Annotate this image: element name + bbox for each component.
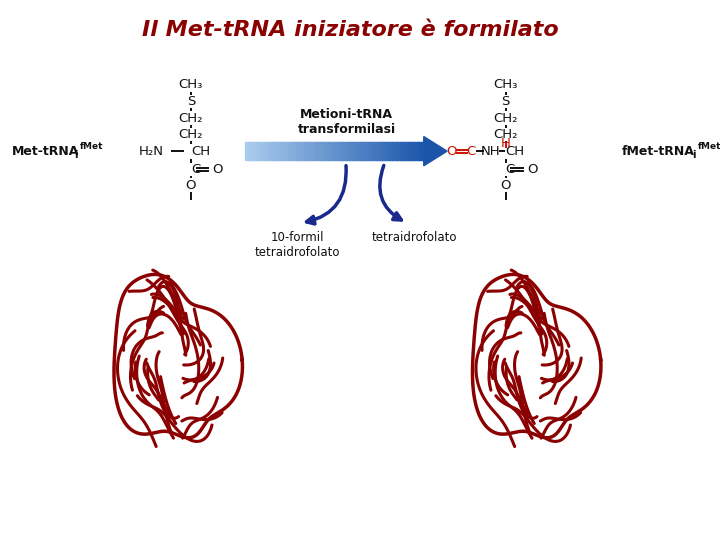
Text: O: O <box>212 163 223 176</box>
Bar <box>338 143 343 160</box>
Bar <box>400 143 404 160</box>
Bar <box>382 143 386 160</box>
Text: H₂N: H₂N <box>139 145 163 158</box>
Bar <box>282 143 286 160</box>
Bar <box>328 143 333 160</box>
Text: tetraidrofolato: tetraidrofolato <box>372 231 456 244</box>
Bar <box>349 143 354 160</box>
Bar <box>296 143 300 160</box>
Bar <box>303 143 307 160</box>
Bar <box>246 143 250 160</box>
Bar <box>271 143 275 160</box>
FancyArrow shape <box>424 137 447 166</box>
Text: NH: NH <box>481 145 501 158</box>
Text: i: i <box>74 150 78 160</box>
Bar <box>378 143 383 160</box>
Text: C: C <box>466 145 475 158</box>
Text: CH: CH <box>505 145 525 158</box>
Text: O: O <box>186 179 196 192</box>
Bar <box>249 143 253 160</box>
Bar <box>421 143 426 160</box>
Bar <box>267 143 271 160</box>
Text: C: C <box>505 163 515 176</box>
Text: CH₂: CH₂ <box>179 128 203 141</box>
Bar <box>356 143 361 160</box>
Text: Il Met-tRNA iniziatore è formilato: Il Met-tRNA iniziatore è formilato <box>143 19 559 39</box>
Bar <box>342 143 347 160</box>
Text: Metioni-tRNA
transformilasi: Metioni-tRNA transformilasi <box>298 107 396 136</box>
Bar <box>264 143 268 160</box>
Bar <box>414 143 418 160</box>
Bar <box>335 143 340 160</box>
Bar <box>353 143 358 160</box>
Text: O: O <box>446 145 456 158</box>
Bar <box>285 143 289 160</box>
Bar <box>346 143 351 160</box>
Text: H: H <box>500 137 510 150</box>
Text: C: C <box>191 163 200 176</box>
Polygon shape <box>472 274 601 438</box>
Text: O: O <box>527 163 538 176</box>
Text: CH₂: CH₂ <box>493 112 518 125</box>
Bar <box>371 143 376 160</box>
Text: 10-formil
tetraidrofolato: 10-formil tetraidrofolato <box>254 231 340 259</box>
Bar <box>396 143 400 160</box>
Bar <box>260 143 264 160</box>
Text: fMet: fMet <box>698 142 720 151</box>
Text: CH: CH <box>191 145 210 158</box>
Bar <box>331 143 336 160</box>
Bar <box>253 143 257 160</box>
Bar <box>289 143 293 160</box>
Bar <box>274 143 279 160</box>
Bar <box>321 143 325 160</box>
Bar <box>418 143 422 160</box>
Bar <box>374 143 379 160</box>
Bar <box>367 143 372 160</box>
Text: Met-tRNA: Met-tRNA <box>12 145 79 158</box>
FancyArrowPatch shape <box>307 166 346 224</box>
FancyArrowPatch shape <box>380 165 401 220</box>
Polygon shape <box>114 274 243 438</box>
Bar <box>278 143 282 160</box>
Bar <box>385 143 390 160</box>
Bar <box>256 143 261 160</box>
Text: O: O <box>500 179 510 192</box>
Text: S: S <box>186 95 195 108</box>
Text: S: S <box>501 95 510 108</box>
Text: i: i <box>692 150 695 160</box>
Bar <box>314 143 318 160</box>
Text: fMet-tRNA: fMet-tRNA <box>621 145 694 158</box>
Bar <box>364 143 369 160</box>
Bar <box>407 143 411 160</box>
Bar <box>307 143 311 160</box>
Bar <box>392 143 397 160</box>
Bar <box>310 143 315 160</box>
Text: CH₂: CH₂ <box>493 128 518 141</box>
Text: CH₃: CH₃ <box>493 78 518 91</box>
Bar <box>360 143 365 160</box>
Bar <box>410 143 415 160</box>
Bar <box>389 143 393 160</box>
Bar <box>300 143 304 160</box>
Text: fMet: fMet <box>80 142 104 151</box>
Bar <box>324 143 329 160</box>
Bar <box>292 143 297 160</box>
Bar <box>403 143 408 160</box>
Bar <box>318 143 322 160</box>
Text: CH₃: CH₃ <box>179 78 203 91</box>
Text: CH₂: CH₂ <box>179 112 203 125</box>
